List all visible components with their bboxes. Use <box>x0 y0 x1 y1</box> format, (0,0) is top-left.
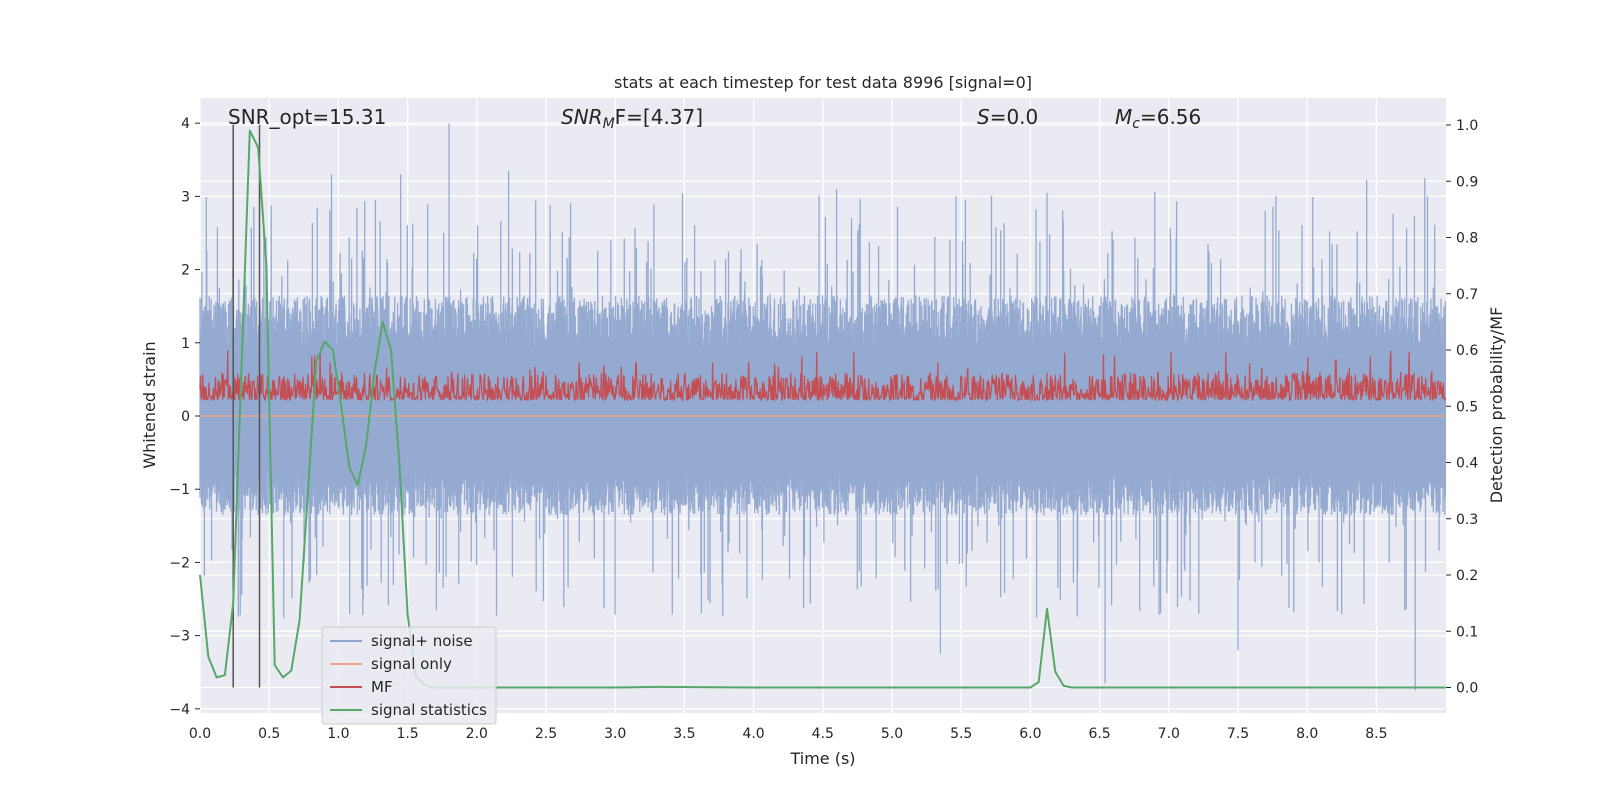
x-tick-label: 0.5 <box>258 726 280 742</box>
y-tick-label: −1 <box>169 482 190 498</box>
y-tick-label: 4 <box>181 116 190 132</box>
x-tick-label: 6.0 <box>1019 726 1041 742</box>
legend-label-signal-noise: signal+ noise <box>371 632 473 650</box>
legend: signal+ noise signal only MF signal stat… <box>321 626 497 725</box>
snr-mf-sub: M <box>603 116 615 132</box>
y-tick-label: −4 <box>169 702 190 718</box>
y2-tick-label: 1.0 <box>1456 118 1478 134</box>
signal-statistics-line <box>199 129 1446 689</box>
y-tick-label: −3 <box>169 629 190 645</box>
y2-tick-label: 0.3 <box>1456 512 1478 528</box>
mc-rest: =6.56 <box>1140 105 1201 129</box>
mc-main: M <box>1115 105 1132 129</box>
s-annotation: S=0.0 <box>977 105 1038 129</box>
x-tick-label: 4.5 <box>812 726 834 742</box>
y2-tick-label: 0.8 <box>1456 231 1478 247</box>
x-tick-label: 3.0 <box>604 726 626 742</box>
legend-label-mf: MF <box>371 678 393 696</box>
x-tick-label: 4.0 <box>742 726 764 742</box>
y2-axis-label: Detection probability/MF <box>1487 307 1506 504</box>
signal-statistics-series <box>199 129 1446 689</box>
x-tick-label: 7.0 <box>1158 726 1180 742</box>
x-tick-label: 2.5 <box>535 726 557 742</box>
mc-annotation: Mc=6.56 <box>1115 105 1201 132</box>
y-tick-label: 0 <box>181 409 190 425</box>
legend-label-signal-only: signal only <box>371 655 452 673</box>
y2-tick-labels: 1.0 0.9 0.8 0.7 0.6 0.5 0.4 0.3 0.2 0.1 0.0 <box>1446 118 1478 697</box>
y-tick-label: 1 <box>181 336 190 352</box>
x-tick-label: 2.0 <box>466 726 488 742</box>
mf-line <box>199 350 1447 403</box>
mc-sub: c <box>1132 116 1140 132</box>
x-tick-label: 7.5 <box>1227 726 1249 742</box>
y2-tick-label: 0.1 <box>1456 624 1478 640</box>
y2-tick-label: 0.2 <box>1456 568 1478 584</box>
snr-mf-rest: F=[4.37] <box>615 105 703 129</box>
x-tick-label: 3.5 <box>673 726 695 742</box>
snr-mf-main: SNR <box>561 105 603 129</box>
y2-tick-label: 0.6 <box>1456 343 1478 359</box>
x-tick-label: 8.0 <box>1296 726 1318 742</box>
snr-mf-annotation: SNRMF=[4.37] <box>561 105 703 132</box>
snr-opt-annotation: SNR_opt=15.31 <box>228 105 386 129</box>
s-rest: =0.0 <box>990 105 1039 129</box>
s-main: S <box>977 105 990 129</box>
y-axis-label: Whitened strain <box>140 341 159 468</box>
x-tick-label: 1.0 <box>327 726 349 742</box>
y-tick-labels: 4 3 2 1 0 −1 −2 −3 −4 <box>169 116 200 718</box>
y2-tick-label: 0.4 <box>1456 456 1478 472</box>
x-tick-label: 8.5 <box>1365 726 1387 742</box>
mf-series <box>199 350 1447 403</box>
x-tick-labels: 0.0 0.5 1.0 1.5 2.0 2.5 3.0 3.5 4.0 4.5 5.0 5.5 6.0 6… <box>189 726 1388 742</box>
y2-tick-label: 0.0 <box>1456 681 1478 697</box>
y2-tick-label: 0.7 <box>1456 287 1478 303</box>
legend-label-signal-statistics: signal statistics <box>371 701 487 719</box>
x-tick-label: 5.5 <box>950 726 972 742</box>
y-tick-label: 2 <box>181 263 190 279</box>
x-tick-label: 1.5 <box>396 726 418 742</box>
y2-tick-label: 0.5 <box>1456 399 1478 415</box>
x-axis-label: Time (s) <box>789 749 855 768</box>
x-tick-label: 6.5 <box>1088 726 1110 742</box>
x-tick-label: 0.0 <box>189 726 211 742</box>
y-tick-label: 3 <box>181 189 190 205</box>
y-tick-label: −2 <box>169 555 190 571</box>
x-tick-label: 5.0 <box>881 726 903 742</box>
chart-title: stats at each timestep for test data 899… <box>614 73 1032 92</box>
legend-box <box>321 626 497 725</box>
y2-tick-label: 0.9 <box>1456 174 1478 190</box>
